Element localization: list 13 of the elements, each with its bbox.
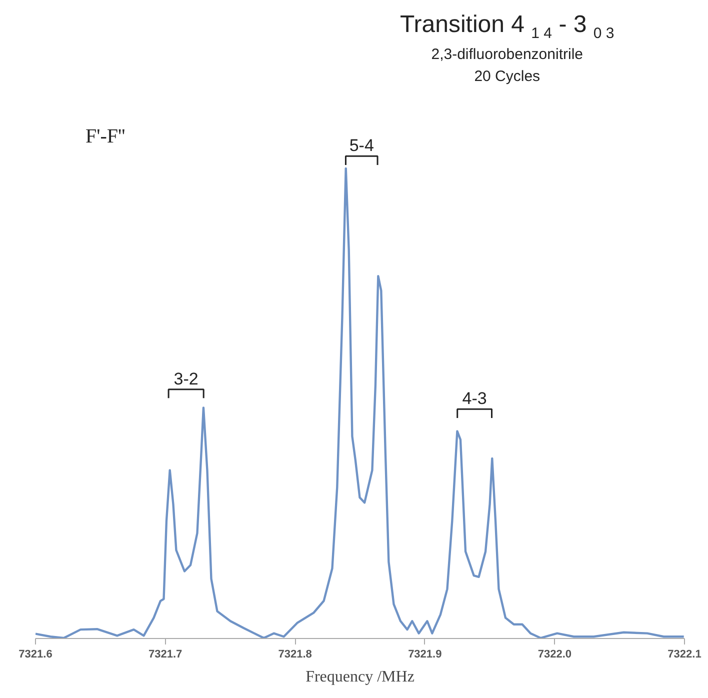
x-tick-label: 7321.6 bbox=[18, 648, 52, 660]
chart-subtitle: 2,3-difluorobenzonitrile 20 Cycles bbox=[430, 45, 584, 87]
x-tick-label: 7321.8 bbox=[278, 648, 312, 660]
text: F'-F'' bbox=[85, 125, 126, 148]
annotation: 4-3 bbox=[462, 389, 487, 408]
x-axis-title: Frequency /MHz bbox=[306, 668, 414, 686]
x-tick-label: 7322.0 bbox=[538, 648, 572, 660]
chart-title: Transition 4 $_{1 4}$ - 3 $_{0 3}$ bbox=[400, 10, 614, 44]
x-tick-label: 7321.9 bbox=[408, 648, 442, 660]
text: 5-4 bbox=[349, 136, 374, 156]
x-tick-label: 7321.7 bbox=[148, 648, 182, 660]
x-tick-label: 7322.1 bbox=[668, 648, 702, 660]
annotation: 3-2 bbox=[174, 369, 198, 388]
